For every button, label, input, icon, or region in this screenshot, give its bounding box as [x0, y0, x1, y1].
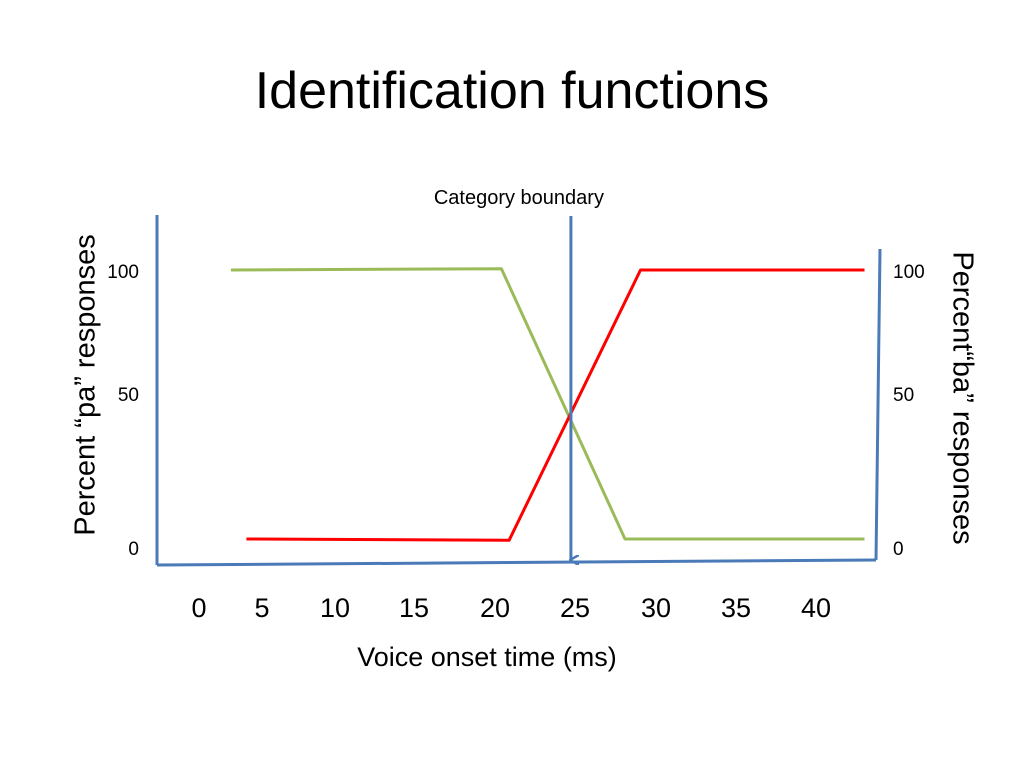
y-tick-label-left: 0 [128, 539, 139, 560]
x-tick-label: 40 [801, 593, 831, 623]
y-tick-label-left: 50 [118, 385, 139, 406]
category-boundary-label: Category boundary [434, 187, 604, 209]
x-tick-label: 15 [399, 593, 429, 623]
x-tick-label: 20 [480, 593, 510, 623]
y-tick-label-right: 100 [893, 262, 925, 283]
slide-title: Identification functions [254, 62, 770, 120]
right-y-axis [874, 248, 882, 561]
x-tick-label: 0 [191, 593, 206, 623]
y-tick-label-right: 50 [893, 385, 914, 406]
y-tick-label-left: 100 [107, 262, 139, 283]
series-line-ba [246, 268, 865, 542]
x-tick-label: 30 [641, 593, 671, 623]
x-axis-title: Voice onset time (ms) [357, 642, 617, 672]
y-axis-title-left: Percent “pa” responses [69, 234, 102, 536]
x-tick-label: 25 [560, 593, 590, 623]
x-axis [156, 558, 877, 567]
x-tick-label: 5 [254, 593, 269, 623]
series-line-pa [230, 267, 865, 541]
x-tick-label: 35 [721, 593, 751, 623]
x-tick-label: 10 [320, 593, 350, 623]
y-tick-label-right: 0 [893, 539, 904, 560]
y-axis-title-right: Percent“ba” responses [946, 251, 979, 545]
